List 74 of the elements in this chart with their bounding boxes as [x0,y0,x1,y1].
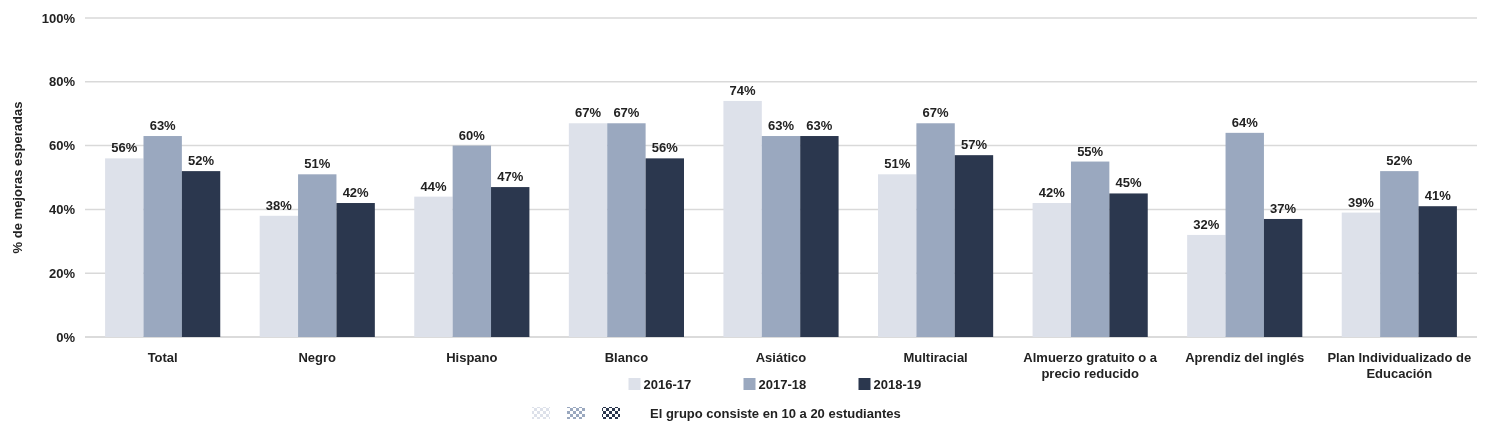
data-label: 55% [1077,143,1104,159]
y-tick-label: 20% [48,265,76,281]
bar [761,136,801,337]
bar [1225,132,1264,337]
x-tick-label: Asiático [755,350,807,365]
bar [1187,234,1226,337]
bar [954,155,994,337]
x-tick-label: Total [147,350,178,365]
bar [181,171,221,337]
data-label: 42% [342,185,370,201]
bar [645,158,684,337]
y-tick-label: 60% [48,138,76,154]
data-label: 52% [188,153,215,169]
y-axis-title: % de mejoras esperadas [10,101,25,254]
bar [1341,212,1381,337]
data-label: 44% [420,178,447,194]
data-label: 37% [1270,200,1297,216]
data-label: 67% [922,105,950,121]
y-tick-label: 0% [56,329,76,345]
x-tick-label: Plan Individualizado de Educación [1327,350,1472,381]
bar [607,123,646,337]
legend-label: 2016-17 [643,377,692,392]
data-label: 60% [458,127,486,143]
data-label: 63% [149,118,177,134]
data-label: 41% [1424,188,1452,204]
bar [916,123,955,337]
data-label: 67% [613,105,640,121]
data-label: 56% [651,140,679,156]
legend-label: 2017-18 [758,377,807,392]
y-tick-label: 80% [48,74,76,90]
x-tick-label: Almuerzo gratuito o a precio reducido [1023,350,1158,381]
bar [452,145,492,337]
data-label: 45% [1115,175,1142,191]
data-label: 51% [304,156,331,172]
bar [1032,203,1071,337]
bar [259,215,299,337]
bar [491,187,530,337]
data-label: 39% [1347,194,1375,210]
data-label: 57% [960,137,988,153]
data-label: 42% [1038,185,1066,201]
bar [568,123,608,337]
bar [1380,171,1419,337]
data-label: 67% [575,105,602,121]
data-label: 32% [1193,216,1220,232]
data-label: 63% [806,118,833,134]
bar [800,136,839,337]
x-tick-label: Hispano [446,350,498,365]
bar [723,100,762,337]
bar [105,158,144,337]
data-label: 64% [1231,114,1259,130]
bar [1070,161,1110,337]
y-tick-label: 40% [48,201,76,217]
data-label: 38% [265,197,293,213]
bar [1263,218,1303,337]
y-tick-label: 100% [41,10,76,26]
bar [414,196,453,337]
text: El grupo consiste en 10 a 20 estudiantes [650,406,901,421]
data-label: 47% [497,169,524,185]
x-tick-label: Aprendiz del inglés [1185,350,1305,365]
bar [1418,206,1457,337]
bar [298,174,337,337]
x-tick-label: Negro [298,350,337,365]
bar [336,203,375,337]
legend-label: 2018-19 [873,377,922,392]
data-label: 63% [767,118,795,134]
bar [878,174,917,337]
data-label: 52% [1386,153,1413,169]
data-label: 56% [111,140,138,156]
data-label: 51% [884,156,911,172]
x-tick-label: Blanco [604,350,649,365]
data-label: 74% [729,82,757,98]
x-tick-label: Multiracial [903,350,968,365]
bar [1109,193,1148,337]
bar [143,136,182,337]
